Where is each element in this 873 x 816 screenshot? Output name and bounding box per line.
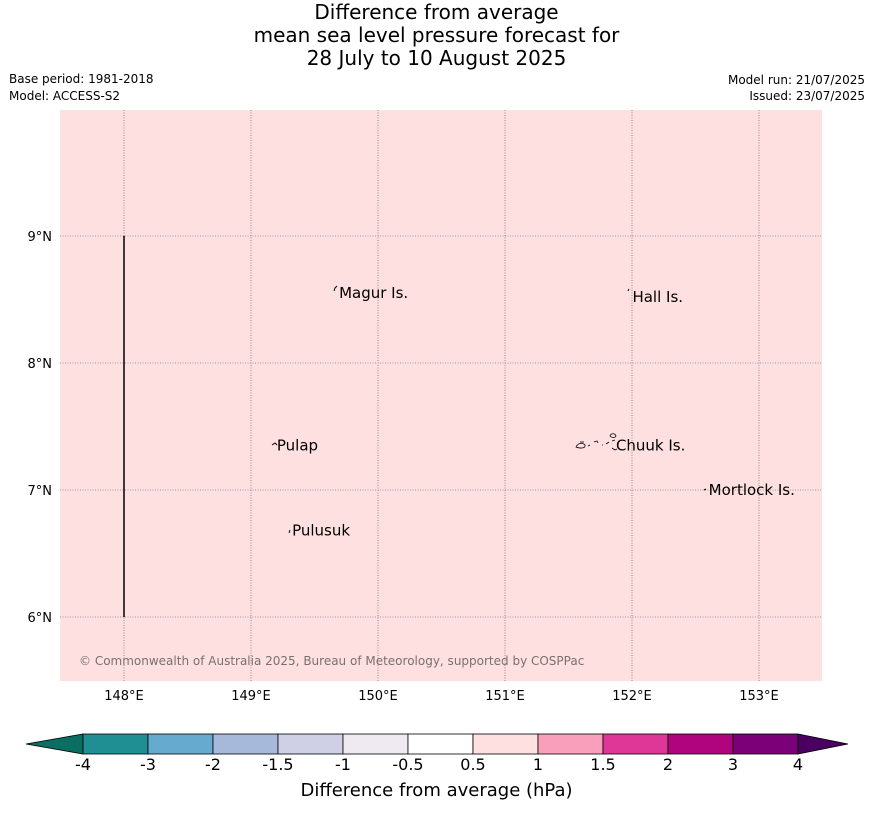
map-background bbox=[60, 110, 822, 681]
colorbar-bin bbox=[537, 733, 604, 755]
pulap-island-shape bbox=[271, 442, 278, 446]
lon-tick-label: 148°E bbox=[104, 689, 144, 704]
lon-tick-label: 149°E bbox=[231, 689, 271, 704]
colorbar-label: 4 bbox=[792, 755, 804, 774]
colorbar-label: -2 bbox=[205, 755, 221, 774]
colorbar bbox=[25, 733, 849, 755]
colorbar-bin bbox=[342, 733, 409, 755]
lat-tick-label: 7°N bbox=[28, 484, 53, 499]
colorbar-label: 1.5 bbox=[590, 755, 616, 774]
place-label: Chuuk Is. bbox=[616, 437, 685, 455]
place-label: Pulap bbox=[277, 437, 318, 455]
colorbar-low-extend bbox=[25, 733, 84, 755]
colorbar-label: -4 bbox=[75, 755, 91, 774]
colorbar-bin bbox=[212, 733, 279, 755]
colorbar-bin bbox=[407, 733, 474, 755]
lat-tick-label: 8°N bbox=[28, 357, 53, 372]
colorbar-bin bbox=[147, 733, 214, 755]
magur-island-shape bbox=[333, 285, 338, 292]
colorbar-bin bbox=[277, 733, 344, 755]
hall-island-shape bbox=[627, 288, 630, 292]
map-title-line-3: 28 July to 10 August 2025 bbox=[306, 46, 567, 70]
mortlock-island-shape bbox=[703, 488, 707, 491]
place-label: Magur Is. bbox=[339, 284, 408, 302]
place-label: Hall Is. bbox=[632, 288, 683, 306]
colorbar-title: Difference from average (hPa) bbox=[300, 780, 573, 801]
colorbar-label: -1.5 bbox=[262, 755, 294, 774]
colorbar-bin bbox=[602, 733, 669, 755]
island-outlines bbox=[271, 285, 707, 534]
pulusuk-island-shape bbox=[288, 529, 291, 534]
lon-tick-label: 152°E bbox=[612, 689, 652, 704]
model-run-text: Model run: 21/07/2025 bbox=[727, 73, 865, 87]
colorbar-bin bbox=[667, 733, 734, 755]
base-period-text: Base period: 1981-2018 bbox=[9, 72, 154, 86]
place-label: Pulusuk bbox=[292, 522, 350, 540]
map-title-line-2: mean sea level pressure forecast for bbox=[253, 23, 620, 47]
lat-tick-label: 6°N bbox=[28, 611, 53, 626]
lon-tick-label: 150°E bbox=[358, 689, 398, 704]
axis-tick-labels: 148°E 149°E 150°E 151°E 152°E 153°E 9°N 8°N 7°N 6… bbox=[28, 230, 779, 704]
colorbar-label: 0.5 bbox=[460, 755, 486, 774]
copyright-notice: © Commonwealth of Australia 2025, Bureau… bbox=[79, 654, 584, 668]
lat-tick-label: 9°N bbox=[28, 230, 53, 245]
issued-text: Issued: 23/07/2025 bbox=[749, 89, 865, 103]
colorbar-bin bbox=[472, 733, 539, 755]
place-label: Mortlock Is. bbox=[709, 481, 795, 499]
colorbar-label: -3 bbox=[140, 755, 156, 774]
colorbar-high-extend bbox=[797, 733, 849, 755]
colorbar-label: 1 bbox=[532, 755, 544, 774]
colorbar-bin bbox=[732, 733, 799, 755]
place-labels: Magur Is. Hall Is. Pulap Chuuk Is. Mortlock … bbox=[277, 284, 795, 539]
colorbar-label: 2 bbox=[662, 755, 674, 774]
chuuk-lagoon-shape bbox=[575, 433, 618, 451]
map-title-line-1: Difference from average bbox=[314, 0, 559, 24]
colorbar-label: -1 bbox=[335, 755, 351, 774]
lon-tick-label: 153°E bbox=[739, 689, 779, 704]
lon-tick-label: 151°E bbox=[485, 689, 525, 704]
colorbar-bin bbox=[82, 733, 149, 755]
model-text: Model: ACCESS-S2 bbox=[9, 89, 121, 103]
colorbar-label: -0.5 bbox=[392, 755, 424, 774]
colorbar-label: 3 bbox=[727, 755, 739, 774]
